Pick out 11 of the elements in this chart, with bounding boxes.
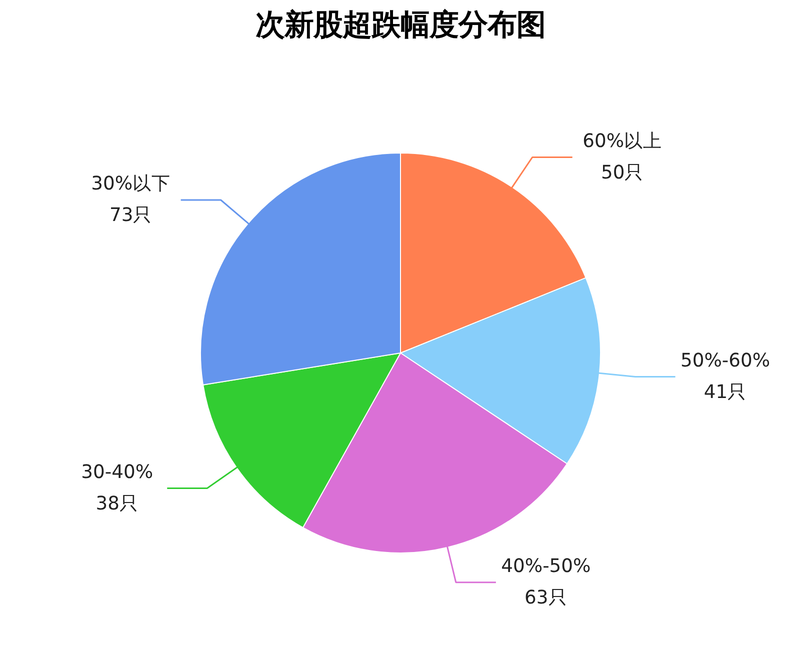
data-label: 63只: [524, 588, 568, 609]
chart-title: 次新股超跌幅度分布图: [256, 8, 546, 42]
data-label: 50只: [600, 162, 644, 184]
slice-label: 50%-60%: [680, 350, 770, 372]
data-label: 73只: [109, 205, 152, 226]
slice-label: 60%以上: [582, 131, 662, 152]
data-label: 38只: [96, 494, 139, 515]
slice-label: 30%以下: [91, 174, 171, 195]
slice-label: 40%-50%: [501, 556, 591, 578]
data-label: 41只: [704, 382, 747, 403]
slice-label: 30-40%: [81, 462, 154, 484]
